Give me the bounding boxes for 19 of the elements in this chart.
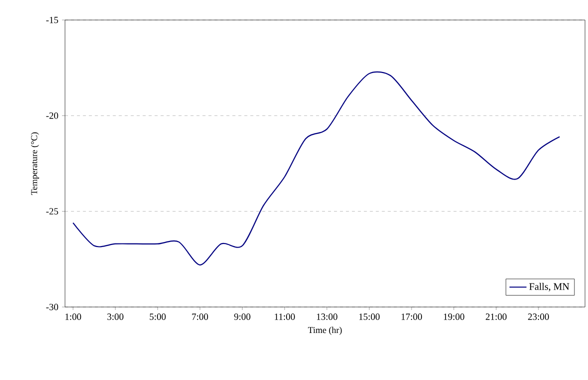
x-tick-label: 23:00 [528, 314, 549, 320]
legend-label: Falls, MN [529, 282, 570, 292]
y-tick-label: -25 [46, 208, 58, 215]
x-tick-label: 3:00 [107, 314, 124, 320]
x-tick-label: 13:00 [316, 314, 338, 320]
x-axis-title: Time (hr) [308, 326, 342, 335]
y-tick-label: -15 [46, 16, 58, 24]
x-tick-label: 17:00 [402, 314, 422, 320]
x-tick-label: 21:00 [486, 314, 507, 320]
y-axis-title: Temperature (°C) [30, 132, 40, 195]
x-tick-label: 5:00 [150, 314, 166, 320]
x-tick-label: 15:00 [359, 314, 380, 320]
x-tick-label: 1:00 [65, 314, 82, 320]
y-tick-label: -20 [46, 112, 58, 119]
y-tick-label: -30 [46, 304, 58, 310]
x-tick-label: 7:00 [192, 314, 208, 320]
x-tick-label: 11:00 [274, 314, 295, 320]
x-tick-label: 19:00 [444, 314, 464, 320]
x-tick-label: 9:00 [234, 314, 250, 320]
